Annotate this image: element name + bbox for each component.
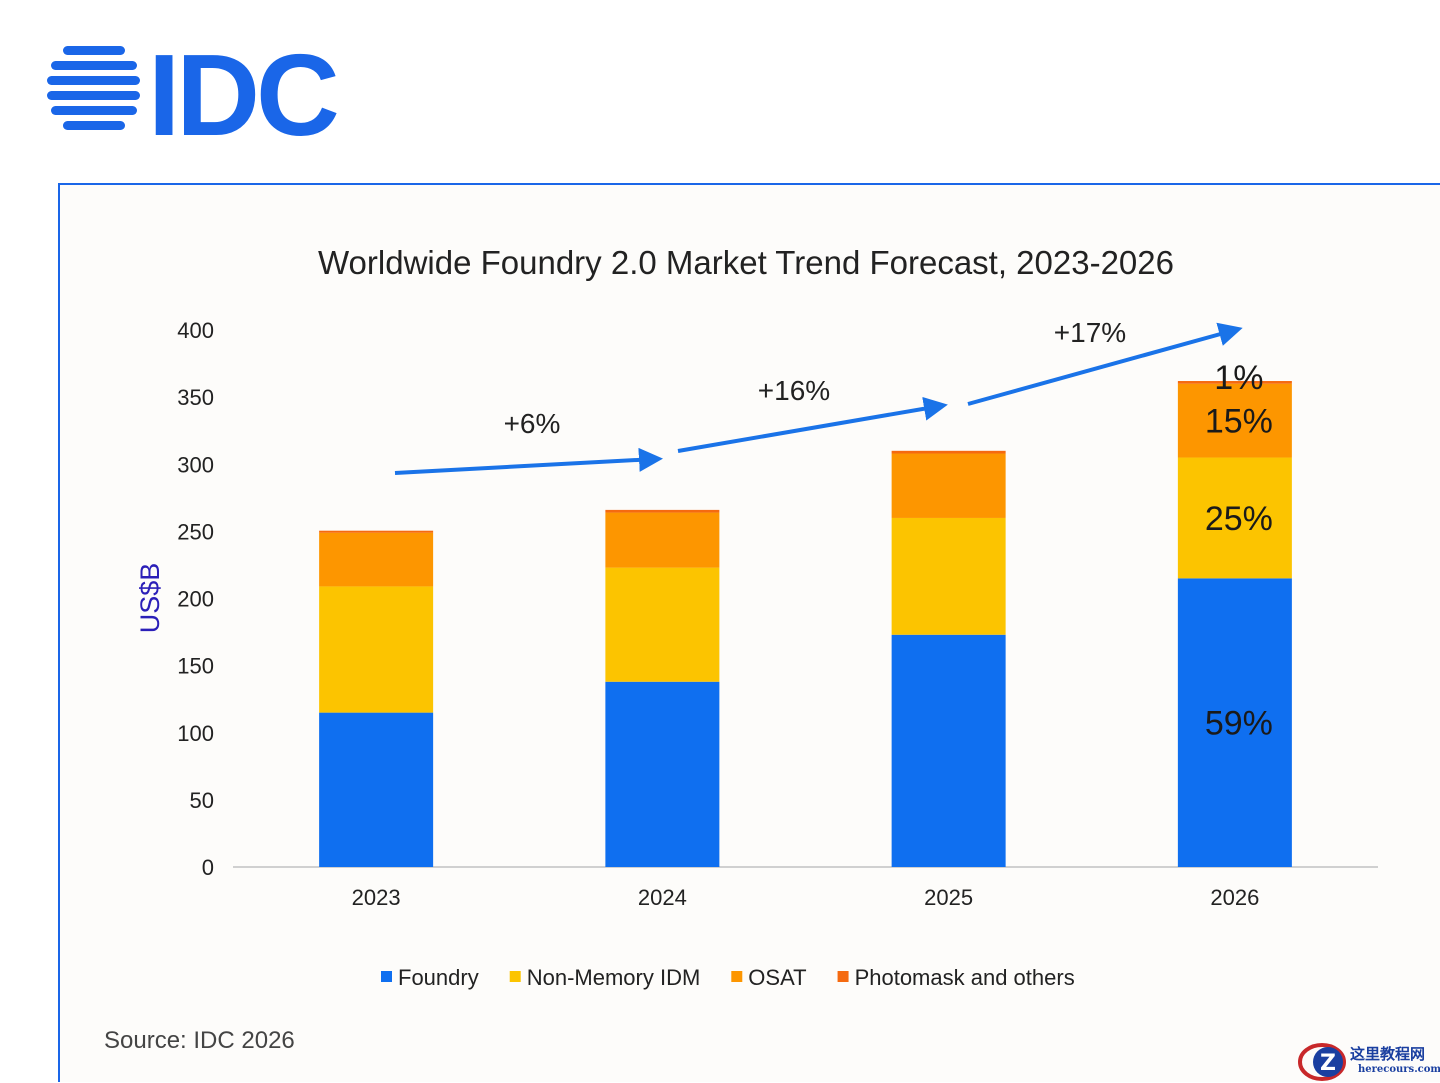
legend-label: Non-Memory IDM (527, 965, 701, 990)
bar-2026-non-memory-idm (1177, 457, 1292, 579)
legend-swatch (837, 971, 849, 982)
watermark-logo-icon: Z (1298, 1043, 1346, 1081)
y-axis-label: US$B (135, 563, 165, 634)
watermark-cn: 这里教程网 (1350, 1045, 1426, 1063)
x-tick-label: 2026 (1210, 885, 1259, 910)
bar-2023-foundry (319, 712, 434, 867)
legend-label: Photomask and others (855, 965, 1075, 990)
bar-2025-non-memory-idm (891, 517, 1006, 635)
bar-2025-osat (891, 453, 1006, 518)
data-label: 15% (1205, 403, 1273, 441)
legend-label: OSAT (748, 965, 806, 990)
growth-arrow (967, 322, 1243, 406)
y-tick-label: 250 (177, 519, 214, 544)
x-tick-label: 2025 (924, 885, 973, 910)
data-label: 59% (1205, 705, 1273, 743)
idc-logo-text: IDC (148, 30, 340, 160)
y-tick-label: 350 (177, 385, 214, 410)
bar-2023-osat (319, 532, 434, 587)
bar-2024-osat (605, 512, 720, 568)
bar-2026-foundry (1177, 578, 1292, 867)
growth-label: +16% (758, 375, 830, 406)
bar-2023-photomask-and-others (319, 530, 434, 533)
y-tick-label: 300 (177, 452, 214, 477)
y-tick-label: 150 (177, 654, 214, 679)
growth-label: +6% (504, 408, 561, 439)
x-tick-label: 2024 (638, 885, 687, 910)
bar-2024-photomask-and-others (605, 509, 720, 513)
watermark-en: herecours.com (1358, 1064, 1440, 1075)
y-tick-label: 400 (177, 318, 214, 343)
growth-arrow (394, 447, 663, 475)
bar-2025-foundry (891, 634, 1006, 867)
y-tick-label: 50 (190, 788, 214, 813)
legend-swatch (381, 971, 392, 982)
y-tick-label: 0 (202, 855, 214, 880)
bar-2026-osat (1177, 383, 1292, 458)
svg-text:Z: Z (1320, 1051, 1336, 1076)
legend-label: Foundry (398, 965, 479, 990)
data-label: 25% (1205, 500, 1273, 538)
growth-label: +17% (1054, 317, 1126, 348)
bar-2023-non-memory-idm (319, 586, 434, 713)
growth-arrow (677, 396, 948, 453)
legend-swatch (731, 971, 743, 982)
bar-2024-non-memory-idm (605, 567, 720, 682)
chart-title: Worldwide Foundry 2.0 Market Trend Forec… (318, 244, 1174, 281)
bar-2025-photomask-and-others (891, 450, 1006, 454)
bar-2024-foundry (605, 681, 720, 867)
legend-swatch (509, 971, 521, 982)
idc-logo-icon (47, 46, 140, 130)
x-tick-label: 2023 (352, 885, 401, 910)
y-tick-label: 100 (177, 721, 214, 746)
data-label: 1% (1214, 359, 1263, 397)
source-note: Source: IDC 2026 (104, 1027, 295, 1054)
bar-2026-photomask-and-others (1177, 381, 1292, 384)
y-tick-label: 200 (177, 587, 214, 612)
